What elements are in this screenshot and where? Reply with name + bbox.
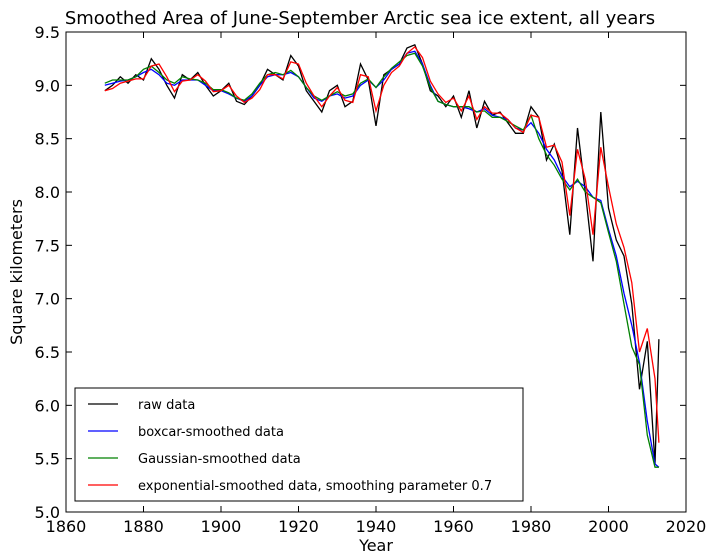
x-tick-label: 1920 <box>278 517 319 536</box>
tick-layer: 1860 1880 1900 1920 1940 1960 1980 2000 2020 5.0 5… <box>35 23 707 536</box>
x-tick-label: 1960 <box>433 517 474 536</box>
y-tick-label: 5.5 <box>35 450 60 469</box>
x-tick-label: 1900 <box>201 517 242 536</box>
legend-label-0: raw data <box>138 398 195 413</box>
series-line-0 <box>104 43 660 465</box>
y-axis-label: Square kilometers <box>7 199 26 345</box>
legend-box <box>74 387 524 502</box>
series-line-2 <box>104 52 659 468</box>
y-tick-label: 7.5 <box>35 236 60 255</box>
legend-label-1: boxcar-smoothed data <box>138 425 284 440</box>
x-axis-label: Year <box>358 536 393 555</box>
y-tick-label: 6.5 <box>35 343 60 362</box>
series-layer <box>104 43 660 468</box>
y-tick-label: 6.0 <box>35 396 60 415</box>
legend-label-2: Gaussian-smoothed data <box>138 452 301 467</box>
x-tick-label: 2000 <box>588 517 629 536</box>
x-tick-label: 1940 <box>356 517 397 536</box>
legend: raw data boxcar-smoothed data Gaussian-smo… <box>74 387 524 502</box>
x-tick-label: 1860 <box>46 517 87 536</box>
y-tick-label: 8.5 <box>35 130 60 149</box>
x-tick-label: 2020 <box>666 517 707 536</box>
y-tick-label: 9.5 <box>35 23 60 42</box>
x-tick-label: 1980 <box>511 517 552 536</box>
y-tick-label: 9.0 <box>35 76 60 95</box>
series-line-3 <box>104 45 660 443</box>
y-tick-label: 7.0 <box>35 290 60 309</box>
y-tick-label: 5.0 <box>35 503 60 522</box>
chart-title: Smoothed Area of June-September Arctic s… <box>65 8 655 29</box>
x-tick-label: 1880 <box>123 517 164 536</box>
y-tick-label: 8.0 <box>35 183 60 202</box>
legend-label-3: exponential-smoothed data, smoothing par… <box>138 479 492 494</box>
